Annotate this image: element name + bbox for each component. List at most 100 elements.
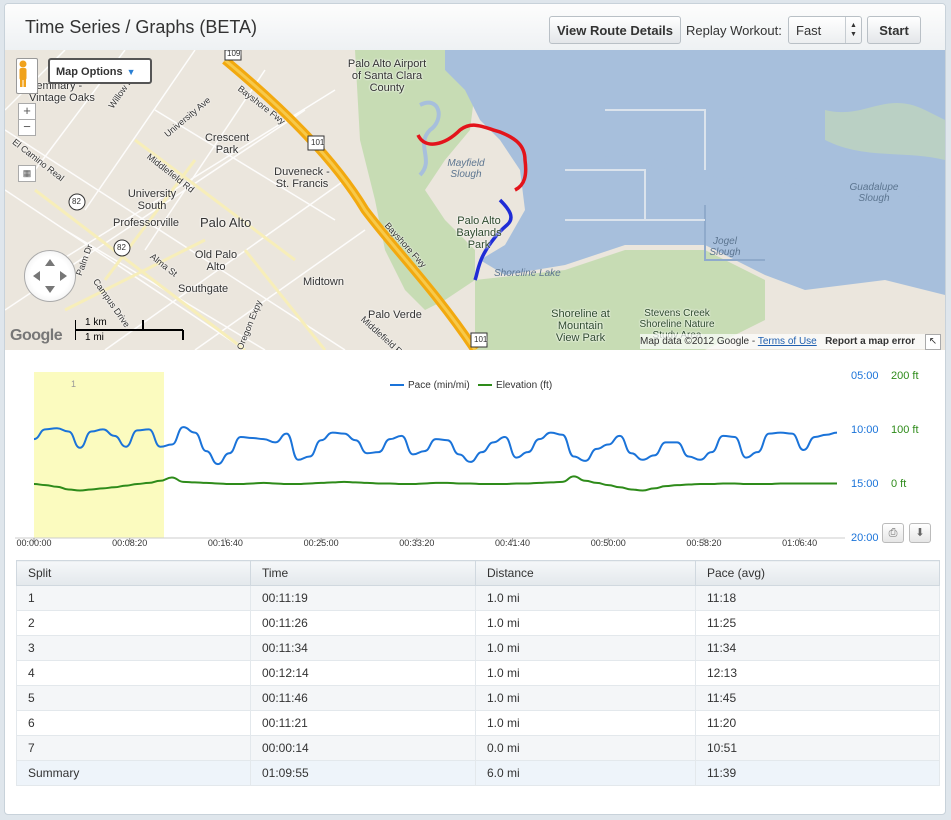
replay-speed-value: Fast [796,23,822,38]
table-row: 2 00:11:26 1.0 mi 11:25 [16,610,940,636]
pace-tick-label: 15:00 [851,478,879,490]
elevation-series-line [33,475,837,492]
x-tick-label: 00:16:40 [207,538,243,548]
scale-mi-label: 1 mi [85,332,104,343]
x-tick-label: 00:08:20 [112,538,148,548]
x-tick-label: 00:41:40 [495,538,531,548]
map-options-label: Map Options [56,66,123,78]
col-split[interactable]: Split [16,560,251,586]
start-button[interactable]: Start [867,16,921,44]
hwy-101-shield-label: 101 [311,138,325,147]
hwy-82-shield-label: 82 [72,197,81,206]
table-cell: 00:11:26 [250,610,476,636]
guadalupe-slough-label: Guadalupe Slough [849,182,899,204]
table-cell: 1.0 mi [475,635,696,661]
table-row: 5 00:11:46 1.0 mi 11:45 [16,685,940,711]
table-row: 6 00:11:21 1.0 mi 11:20 [16,710,940,736]
midtown-label: Midtown [303,276,344,288]
replay-speed-select[interactable]: Fast ▲ ▼ [788,16,862,44]
table-cell: 1.0 mi [475,660,696,686]
palo-verde-label: Palo Verde [368,309,422,321]
highlight-split-label: 1 [71,379,76,389]
x-tick-label: 00:50:00 [590,538,626,548]
table-cell: 1.0 mi [475,585,696,611]
col-time[interactable]: Time [250,560,476,586]
terms-of-use-link[interactable]: Terms of Use [757,336,817,347]
table-row: 7 00:00:14 0.0 mi 10:51 [16,735,940,761]
southgate-label: Southgate [178,283,229,295]
layers-icon[interactable]: ▦ [18,165,36,182]
table-cell: 10:51 [695,735,940,761]
chart-plot: 1 [15,372,845,542]
splits-header-row: Split Time Distance Pace (avg) [16,560,940,586]
table-cell: 7 [16,735,251,761]
route-red-segment [416,123,528,192]
shoreline-mountain-view-label: Shoreline at Mountain View Park [551,308,610,344]
panel-title: Time Series / Graphs (BETA) [25,17,258,37]
time-series-panel: Time Series / Graphs (BETA) View Route D… [4,3,946,815]
print-icon[interactable]: ⎙ [882,523,904,543]
route-blue-segment [473,198,513,281]
replay-workout-label: Replay Workout: [686,23,782,38]
x-tick-label: 01:06:40 [782,538,818,548]
summary-cell: 6.0 mi [475,760,696,786]
view-route-details-button[interactable]: View Route Details [549,16,681,44]
table-row: 3 00:11:34 1.0 mi 11:34 [16,635,940,661]
table-cell: 00:11:46 [250,685,476,711]
duveneck-label: Duveneck - St. Francis [274,166,330,190]
table-row: 4 00:12:14 1.0 mi 12:13 [16,660,940,686]
shoreline-lake-label: Shoreline Lake [494,268,561,279]
baylands-park-area [355,50,475,310]
col-distance[interactable]: Distance [475,560,696,586]
pace-tick-label: 10:00 [851,424,879,436]
scale-km-label: 1 km [85,317,107,328]
table-cell: 1 [16,585,251,611]
pace-tick-label: 05:00 [851,370,879,382]
summary-cell: 11:39 [695,760,940,786]
expand-map-icon[interactable]: ↖ [925,334,941,350]
old-palo-alto-label: Old Palo Alto [194,249,238,273]
col-pace[interactable]: Pace (avg) [695,560,940,586]
pace-tick-label: 20:00 [851,532,879,544]
selected-split-highlight [34,372,164,538]
report-map-error-link[interactable]: Report a map error [825,336,916,347]
summary-row: Summary 01:09:55 6.0 mi 11:39 [16,760,940,786]
airport-label: Palo Alto Airport of Santa Clara County [347,58,427,94]
table-cell: 11:34 [695,635,940,661]
table-cell: 6 [16,710,251,736]
table-cell: 4 [16,660,251,686]
university-south-label: University South [127,188,177,212]
hwy-82-shield-label: 82 [117,243,126,252]
table-cell: 00:11:34 [250,635,476,661]
table-cell: 0.0 mi [475,735,696,761]
table-cell: 00:11:19 [250,585,476,611]
pace-series-line [33,426,838,466]
table-cell: 00:12:14 [250,660,476,686]
mayfield-slough-label: Mayfield Slough [447,158,485,180]
map-options-button[interactable]: Map Options ▼ [48,58,152,84]
table-cell: 1.0 mi [475,710,696,736]
hwy-101-shield-label: 101 [474,335,488,344]
table-cell: 1.0 mi [475,685,696,711]
elevation-legend-label: Elevation (ft) [496,380,553,391]
table-cell: 00:00:14 [250,735,476,761]
summary-cell: Summary [16,760,251,786]
splits-table: Split Time Distance Pace (avg) 1 00:11:19… [16,560,940,786]
elevation-legend-swatch [478,384,493,387]
route-map[interactable]: 101 101 82 82 109 Palo Alto Airport of S… [5,50,945,350]
pace-legend-label: Pace (min/mi) [408,380,470,391]
table-cell: 11:18 [695,585,940,611]
table-cell: 1.0 mi [475,610,696,636]
pan-arrows-icon [33,259,67,293]
pan-control[interactable] [24,250,76,302]
elevation-tick-label: 200 ft [891,370,919,382]
table-cell: 12:13 [695,660,940,686]
pegman-icon[interactable] [16,58,38,94]
map-scale: 1 km 1 mi [75,317,185,346]
zoom-out-button[interactable]: − [18,119,36,136]
table-row: 1 00:11:19 1.0 mi 11:18 [16,585,940,611]
x-tick-label: 00:25:00 [303,538,339,548]
download-icon[interactable]: ⬇ [909,523,931,543]
map-attribution: Map data ©2012 Google - Terms of Use Rep… [640,334,940,349]
zoom-in-button[interactable]: + [18,103,36,120]
